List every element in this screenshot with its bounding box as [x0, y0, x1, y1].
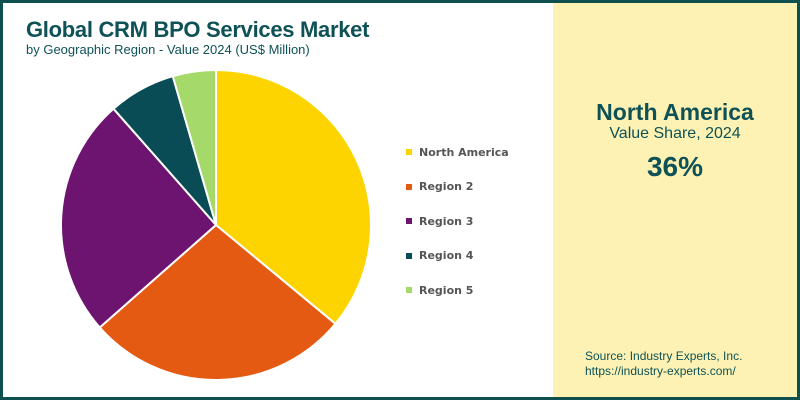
legend-item: Region 4 — [406, 239, 509, 274]
pie-slice-5 — [171, 68, 217, 226]
highlight-panel: North America Value Share, 2024 36% Sour… — [553, 3, 797, 397]
source-note: Source: Industry Experts, Inc. https://i… — [585, 349, 742, 379]
legend-swatch — [406, 218, 412, 225]
legend-swatch — [406, 183, 412, 190]
legend-item: Region 3 — [406, 204, 509, 239]
legend-label: Region 4 — [419, 249, 474, 263]
pie-slice-3 — [60, 107, 218, 329]
legend-item: Region 2 — [406, 170, 509, 205]
highlight-value: 36% — [646, 151, 704, 182]
highlight-label: Value Share, 2024 — [609, 125, 741, 142]
legend-swatch — [406, 149, 412, 156]
pie-chart — [60, 68, 372, 381]
legend-label: Region 5 — [419, 283, 474, 297]
legend-swatch — [406, 252, 412, 259]
pie-slice-2 — [98, 223, 337, 381]
legend-item: Region 5 — [406, 273, 509, 308]
source-url[interactable]: https://industry-experts.com/ — [585, 364, 736, 378]
legend: North America Region 2 Region 3 Region 4 Reg… — [406, 135, 509, 308]
pie-slice-1 — [215, 68, 372, 326]
legend-label: Region 3 — [419, 214, 474, 228]
highlight-region: North America — [596, 99, 754, 125]
chart-title: Global CRM BPO Services Market — [26, 17, 370, 42]
source-text: Source: Industry Experts, Inc. — [585, 349, 743, 363]
legend-label: Region 2 — [419, 180, 474, 194]
legend-item: North America — [406, 135, 509, 170]
chart-subtitle: by Geographic Region - Value 2024 (US$ M… — [26, 42, 310, 57]
legend-swatch — [406, 287, 412, 294]
legend-label: North America — [419, 145, 509, 159]
